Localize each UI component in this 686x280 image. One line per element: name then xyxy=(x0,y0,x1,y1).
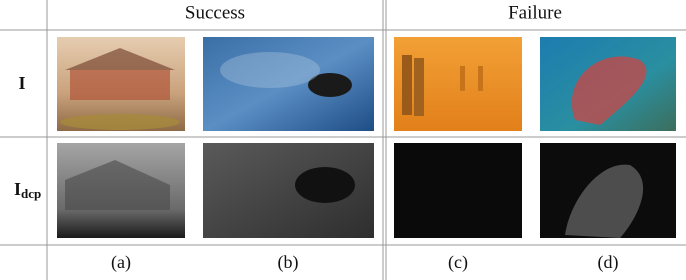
image-c xyxy=(394,37,522,131)
image-d-dcp xyxy=(540,143,676,238)
caption: (a) xyxy=(111,252,131,273)
row-label-subscript: dcp xyxy=(21,186,41,201)
image-d xyxy=(540,37,676,131)
row-label: Idcp xyxy=(14,179,41,201)
row-label: I xyxy=(18,73,25,93)
image-b-dcp xyxy=(203,143,374,238)
caption: (d) xyxy=(598,252,619,273)
caption: (b) xyxy=(278,252,299,273)
image-a xyxy=(57,37,185,131)
image-c-dcp xyxy=(394,143,522,238)
group-header: Failure xyxy=(508,2,562,23)
image-a-dcp xyxy=(57,143,185,238)
figure-table: Success Failure I Idcp (a) xyxy=(0,0,686,280)
group-header: Success xyxy=(185,2,245,23)
row-label-main: I xyxy=(14,179,21,199)
image-b xyxy=(203,37,374,131)
caption: (c) xyxy=(448,252,468,273)
